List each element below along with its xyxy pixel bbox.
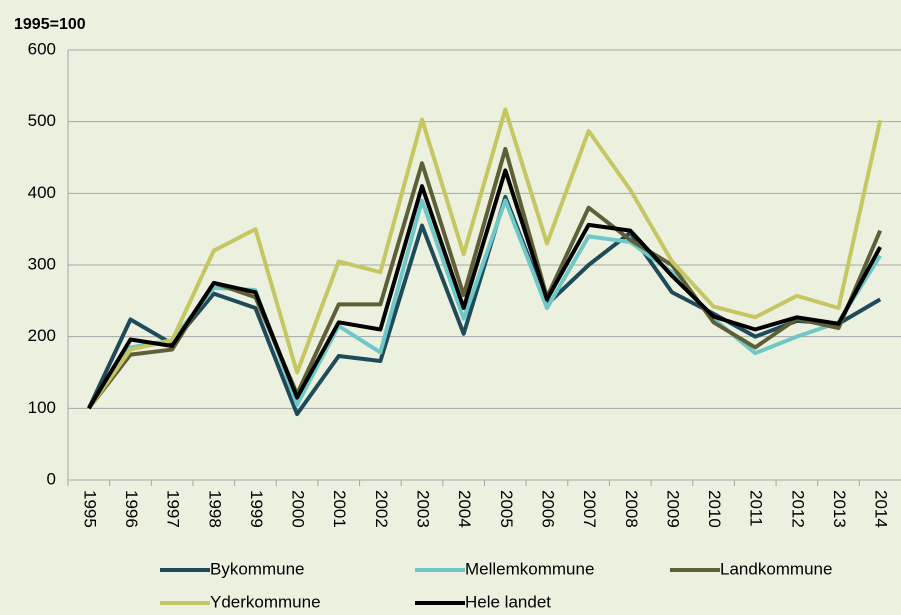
x-tick-label: 1997 xyxy=(164,490,183,528)
chart-subtitle: 1995=100 xyxy=(14,16,86,33)
x-tick-label: 1999 xyxy=(247,490,266,528)
series-line xyxy=(87,194,882,417)
legend-label: Hele landet xyxy=(465,592,551,611)
series-line xyxy=(87,107,883,410)
x-tick-label: 2010 xyxy=(705,490,724,528)
x-tick-label: 2004 xyxy=(455,490,474,528)
x-tick-label: 2000 xyxy=(289,490,308,528)
x-tick-label: 2006 xyxy=(538,490,557,528)
legend-label: Yderkommune xyxy=(210,592,321,611)
x-tick-label: 2001 xyxy=(330,490,349,528)
legend-label: Landkommune xyxy=(720,559,832,578)
x-tick-label: 2002 xyxy=(372,490,391,528)
y-tick-label: 400 xyxy=(28,183,56,202)
x-tick-label: 2008 xyxy=(622,490,641,528)
x-tick-label: 2011 xyxy=(747,490,766,527)
y-tick-label: 100 xyxy=(28,398,56,417)
legend-label: Bykommune xyxy=(210,559,304,578)
x-tick-label: 2005 xyxy=(497,490,516,528)
x-tick-label: 2003 xyxy=(414,490,433,528)
y-tick-label: 0 xyxy=(47,469,56,488)
x-tick-label: 2013 xyxy=(830,490,849,528)
x-tick-label: 2014 xyxy=(872,490,891,528)
x-tick-label: 1995 xyxy=(80,490,99,528)
x-tick-label: 2012 xyxy=(788,490,807,528)
y-tick-label: 500 xyxy=(28,111,56,130)
x-tick-label: 1996 xyxy=(122,490,141,528)
series-line xyxy=(87,198,882,410)
legend-label: Mellemkommune xyxy=(465,559,594,578)
x-tick-label: 1998 xyxy=(205,490,224,528)
series-line xyxy=(87,168,882,410)
x-tick-label: 2009 xyxy=(663,490,682,528)
y-tick-label: 300 xyxy=(28,254,56,273)
x-tick-label: 2007 xyxy=(580,490,599,528)
y-tick-label: 200 xyxy=(28,326,56,345)
y-tick-label: 600 xyxy=(28,39,56,58)
